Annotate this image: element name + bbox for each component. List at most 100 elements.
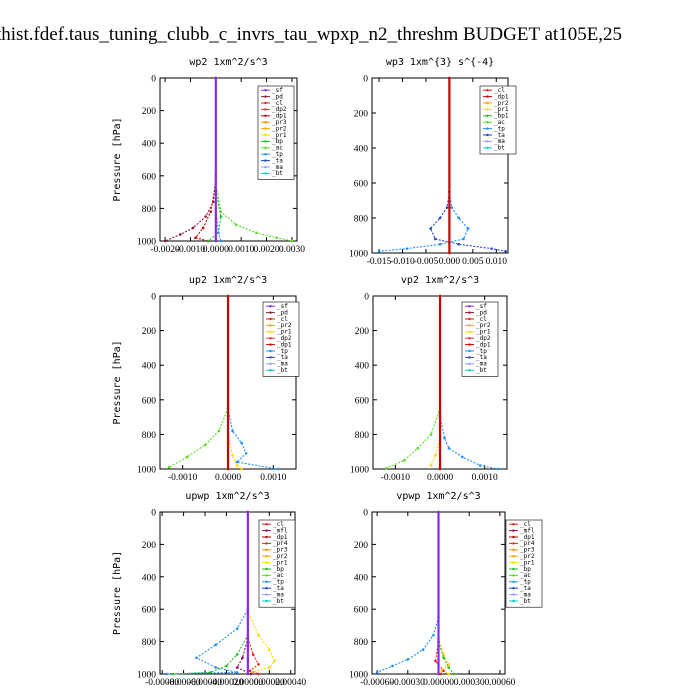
y-tick-label: 400 (142, 573, 157, 583)
legend-entry: _bt (520, 598, 531, 605)
legend-marker (265, 574, 268, 577)
legend-entry: _pr2 (273, 553, 288, 560)
x-tick-label: 0.0010 (260, 473, 286, 483)
x-tick-label: 0.010 (486, 257, 508, 267)
legend-entry: _pr3 (273, 547, 288, 554)
legend-marker (468, 369, 471, 372)
legend-marker (468, 311, 471, 314)
legend-entry: _ma (272, 164, 283, 171)
series-point (257, 672, 260, 676)
series-point (273, 659, 276, 663)
legend-entry: _bt (494, 145, 505, 152)
legend-entry: _bp (273, 566, 284, 573)
series-point (432, 633, 435, 637)
legend-entry: _cl (277, 316, 288, 323)
series-point (461, 455, 464, 459)
legend-marker (486, 108, 489, 111)
legend-marker (468, 356, 471, 359)
series-point (267, 666, 271, 669)
legend-marker (264, 108, 267, 111)
legend-marker (265, 523, 268, 526)
legend-entry: _bt (277, 367, 288, 374)
legend-marker (512, 574, 515, 577)
series-point (478, 464, 482, 467)
y-tick-label: 200 (354, 541, 369, 551)
series-point (443, 436, 446, 440)
legend-marker (468, 305, 471, 308)
series-point (178, 233, 182, 236)
legend-entry: _tp (476, 348, 487, 355)
legend-entry: _tp (494, 125, 505, 132)
y-tick-label: 800 (142, 205, 157, 215)
y-tick-label: 600 (142, 606, 157, 616)
series-point (290, 239, 294, 243)
legend-marker (264, 159, 267, 162)
legend-box (479, 85, 517, 155)
panel-5: vpwp 1xm^2/s^3 0 200 400 600 800 1000-0.00060-… (349, 491, 543, 688)
y-tick-label: 800 (355, 431, 370, 441)
panel-3: vp2 1xm^2/s^3 0 200 400 600 800 1000 -0.0010 0.0… (350, 275, 508, 483)
y-tick-label: 600 (354, 606, 369, 616)
y-tick-label: 800 (354, 215, 369, 225)
y-tick-label: 1000 (350, 466, 369, 476)
legend-marker (265, 542, 268, 545)
x-tick-label: 0.00040 (275, 678, 306, 688)
legend-box (258, 519, 296, 608)
legend-entry: _bp (520, 566, 531, 573)
legend-marker (486, 127, 489, 130)
legend-entry: _cl (273, 521, 284, 528)
legend-entry: _cl (520, 521, 531, 528)
legend-marker (269, 337, 272, 340)
y-tick-label: 200 (142, 327, 157, 337)
y-tick-label: 200 (142, 541, 157, 551)
series-point (406, 658, 410, 661)
series-point (496, 467, 500, 471)
legend-marker (269, 324, 272, 327)
legend-box (257, 85, 295, 180)
plot-frame (371, 77, 509, 254)
series-point (275, 236, 279, 240)
legend-marker (265, 580, 268, 583)
series-line (168, 296, 229, 468)
y-tick-label: 200 (355, 327, 370, 337)
legend-entry: _ta (520, 585, 531, 592)
legend-marker (264, 114, 267, 118)
series-point (440, 669, 443, 673)
series-line (430, 296, 441, 466)
legend-marker (264, 95, 267, 98)
legend-marker (512, 561, 515, 564)
x-tick-label: 0.0000 (427, 473, 453, 483)
series-point (257, 633, 260, 637)
panel-1: wp3 1xm^{3} s^{-4}02004006008001000-0.01… (349, 57, 517, 267)
series-point (204, 215, 207, 218)
series-point (450, 206, 454, 209)
series-point (249, 672, 253, 676)
series-point (165, 672, 168, 676)
series-point (204, 443, 207, 447)
legend-entry: _pr3 (272, 119, 287, 126)
x-tick-label: 0.00020 (254, 678, 285, 688)
legend-marker (512, 529, 515, 532)
legend-marker (468, 337, 471, 340)
series-point (434, 659, 437, 663)
x-tick-label: -0.0020 (150, 245, 180, 255)
legend-entry: _pr2 (272, 125, 287, 132)
series-line (172, 512, 249, 675)
y-tick-label: 600 (354, 180, 369, 190)
legend-entry: _pr1 (476, 329, 491, 336)
series-point (462, 237, 465, 241)
legend-entry: _ta (494, 132, 505, 139)
series-line (166, 512, 249, 675)
series-point (225, 664, 228, 668)
legend-entry: _dp2 (272, 106, 287, 113)
series-line (247, 512, 260, 675)
legend-marker (264, 146, 267, 149)
legend-marker (264, 127, 267, 130)
series-point (217, 429, 221, 433)
legend-entry: _mfl (273, 527, 288, 534)
series-point (235, 653, 239, 656)
legend-entry: _bt (476, 367, 487, 374)
legend-marker (264, 165, 267, 169)
legend-marker (468, 317, 471, 321)
x-tick-label: 0.0020 (253, 245, 279, 255)
